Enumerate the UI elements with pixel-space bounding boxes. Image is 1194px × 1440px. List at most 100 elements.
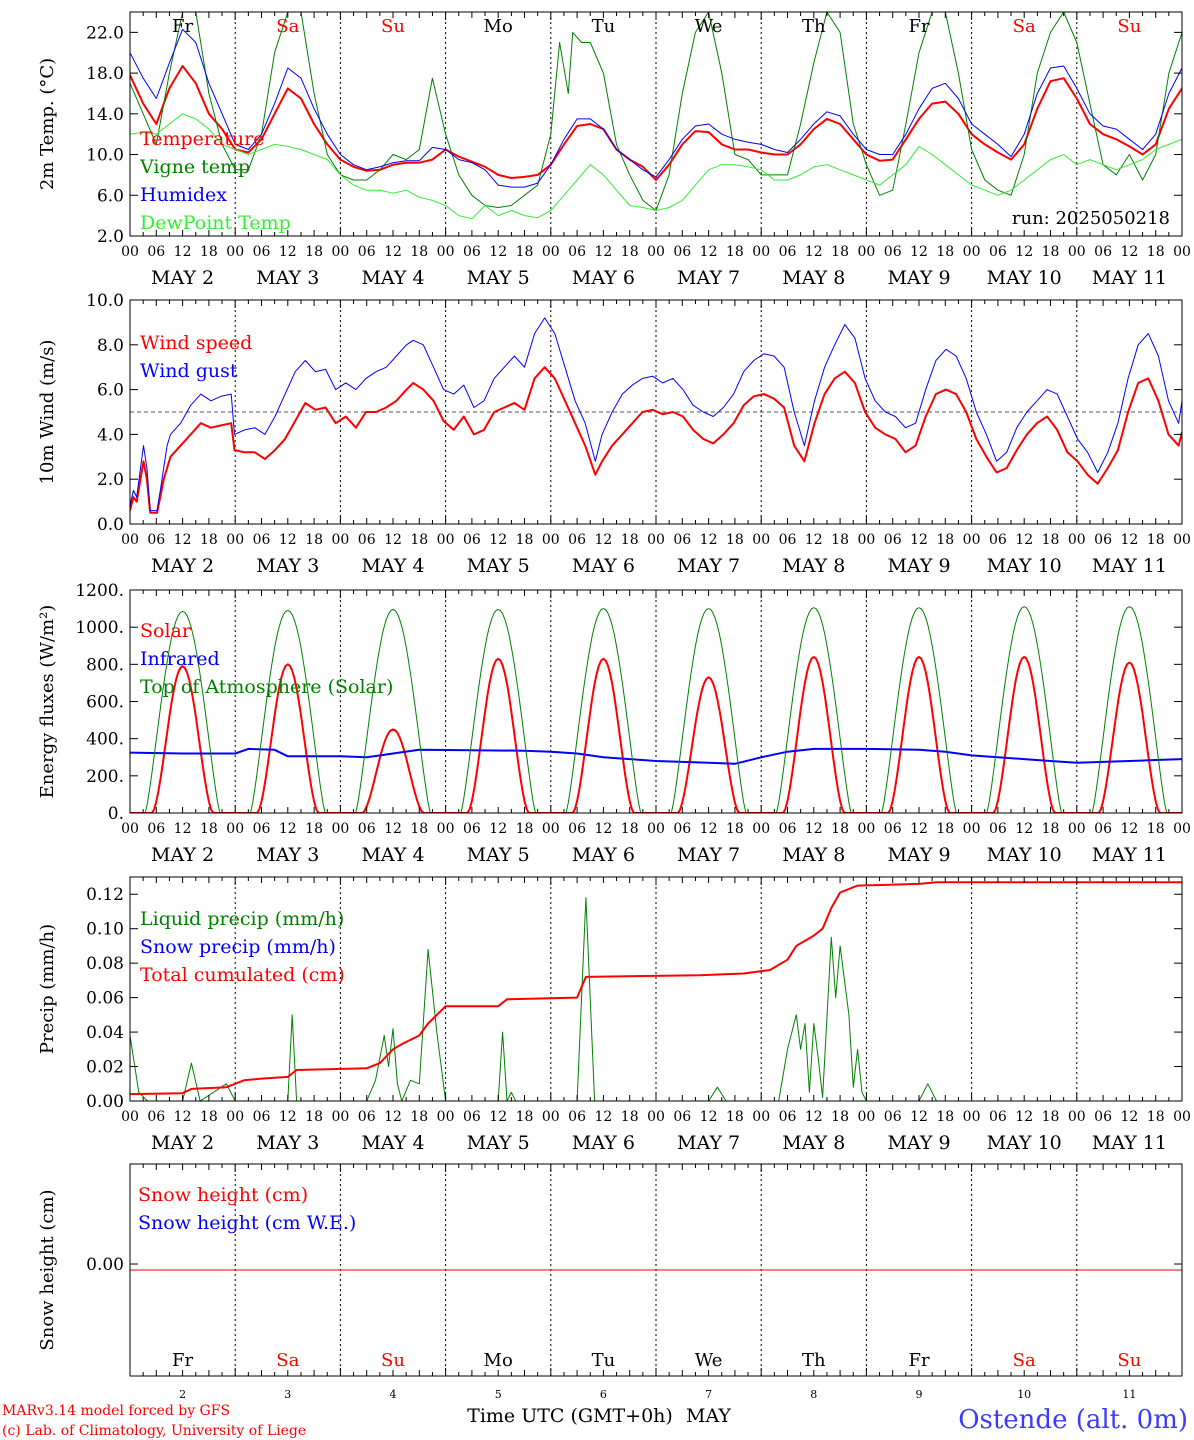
x-hour-label: 00 [226, 821, 244, 837]
x-hour-label: 06 [989, 821, 1007, 837]
x-hour-label: 12 [700, 244, 718, 260]
legend-entry: Solar [140, 620, 192, 642]
x-hour-label: 12 [1120, 821, 1138, 837]
panel-2: 0.0 2.0 4.0 6.0 8.0 10.0 10m Wind (m/s) Wind sp… [37, 291, 1191, 577]
x-hour-label: 12 [489, 821, 507, 837]
x-hour-label: 18 [200, 1109, 218, 1125]
x-hour-label: 06 [568, 821, 586, 837]
x-hour-label: 06 [463, 532, 481, 548]
lab-credit: (c) Lab. of Climatology, University of L… [2, 1423, 306, 1439]
day-number: 6 [600, 1388, 607, 1401]
series-line-humidex [130, 28, 1182, 188]
x-hour-label: 06 [463, 244, 481, 260]
x-day-label: MAY 7 [677, 267, 740, 289]
x-hour-label: 18 [1042, 1109, 1060, 1125]
y-tick-label: 2.0 [97, 470, 124, 490]
day-abbr: Fr [172, 1350, 193, 1371]
x-hour-label: 06 [253, 1109, 271, 1125]
y-axis-label: 10m Wind (m/s) [37, 340, 58, 485]
x-hour-label: 06 [1094, 532, 1112, 548]
x-hour-label: 18 [936, 244, 954, 260]
x-hour-label: 18 [1147, 821, 1165, 837]
y-tick-label: 0.00 [86, 1255, 124, 1275]
x-hour-label: 12 [594, 1109, 612, 1125]
x-hour-label: 12 [805, 244, 823, 260]
y-tick-label: 0.08 [86, 954, 124, 974]
day-abbr: We [695, 1350, 723, 1371]
x-hour-label: 00 [752, 532, 770, 548]
day-abbr: Mo [484, 1350, 513, 1371]
x-hour-label: 18 [516, 1109, 534, 1125]
x-hour-label: 06 [884, 1109, 902, 1125]
x-hour-label: 18 [305, 244, 323, 260]
x-hour-label: 00 [647, 821, 665, 837]
x-day-label: MAY 7 [677, 555, 740, 577]
x-hour-label: 12 [174, 244, 192, 260]
x-hour-label: 12 [1120, 1109, 1138, 1125]
x-hour-label: 18 [200, 244, 218, 260]
x-hour-label: 00 [647, 532, 665, 548]
x-hour-label: 06 [253, 821, 271, 837]
y-tick-label: 1000. [75, 618, 124, 638]
series-line-wind-speed [130, 366, 1182, 514]
x-day-label: MAY 8 [782, 1132, 845, 1154]
y-axis-label: Precip (mm/h) [37, 924, 58, 1054]
x-hour-label: 06 [673, 244, 691, 260]
x-hour-label: 12 [910, 1109, 928, 1125]
x-hour-label: 00 [857, 1109, 875, 1125]
x-hour-label: 06 [1094, 1109, 1112, 1125]
x-hour-label: 00 [331, 532, 349, 548]
x-hour-label: 00 [963, 244, 981, 260]
x-hour-label: 00 [121, 1109, 139, 1125]
x-day-label: MAY 7 [677, 1132, 740, 1154]
x-hour-label: 18 [621, 821, 639, 837]
day-abbr: Su [1117, 16, 1141, 37]
x-hour-label: 12 [594, 821, 612, 837]
y-tick-label: 6.0 [97, 381, 124, 401]
x-hour-label: 06 [358, 244, 376, 260]
x-hour-label: 06 [989, 1109, 1007, 1125]
series-line-top-of-atmosphere-solar- [130, 606, 1182, 813]
x-day-label: MAY 2 [151, 555, 214, 577]
day-number: 4 [390, 1388, 397, 1401]
x-hour-label: 18 [831, 821, 849, 837]
legend-entry: Snow height (cm) [138, 1184, 308, 1206]
x-day-label: MAY 2 [151, 844, 214, 866]
series-line-solar [130, 655, 1182, 813]
x-hour-label: 18 [1147, 244, 1165, 260]
x-day-label: MAY 4 [361, 555, 424, 577]
y-tick-label: 0.04 [86, 1023, 124, 1043]
x-hour-label: 18 [726, 532, 744, 548]
x-day-label: MAY 3 [256, 555, 319, 577]
x-day-label: MAY 5 [467, 844, 530, 866]
x-day-label: MAY 2 [151, 267, 214, 289]
x-hour-label: 06 [884, 821, 902, 837]
x-hour-label: 18 [1147, 532, 1165, 548]
y-axis-label: Snow height (cm) [37, 1189, 58, 1350]
day-abbr: Su [381, 1350, 405, 1371]
x-hour-label: 06 [673, 821, 691, 837]
x-hour-label: 12 [1015, 532, 1033, 548]
x-hour-label: 06 [463, 1109, 481, 1125]
x-hour-label: 12 [384, 244, 402, 260]
x-hour-label: 00 [542, 1109, 560, 1125]
x-hour-label: 06 [568, 244, 586, 260]
x-hour-label: 12 [805, 1109, 823, 1125]
x-hour-label: 12 [1120, 532, 1138, 548]
x-hour-label: 00 [226, 1109, 244, 1125]
x-hour-label: 18 [410, 1109, 428, 1125]
legend-entry: Infrared [140, 648, 220, 670]
x-day-label: MAY 10 [987, 267, 1062, 289]
x-hour-label: 06 [147, 532, 165, 548]
x-hour-label: 06 [147, 244, 165, 260]
x-hour-label: 00 [1068, 244, 1086, 260]
x-hour-label: 00 [542, 244, 560, 260]
x-hour-label: 12 [700, 532, 718, 548]
day-abbr: Su [1117, 1350, 1141, 1371]
x-hour-label: 00 [121, 821, 139, 837]
day-number: 10 [1017, 1388, 1031, 1401]
x-hour-label: 00 [1068, 821, 1086, 837]
x-day-label: MAY 6 [572, 844, 635, 866]
x-hour-label: 12 [279, 244, 297, 260]
